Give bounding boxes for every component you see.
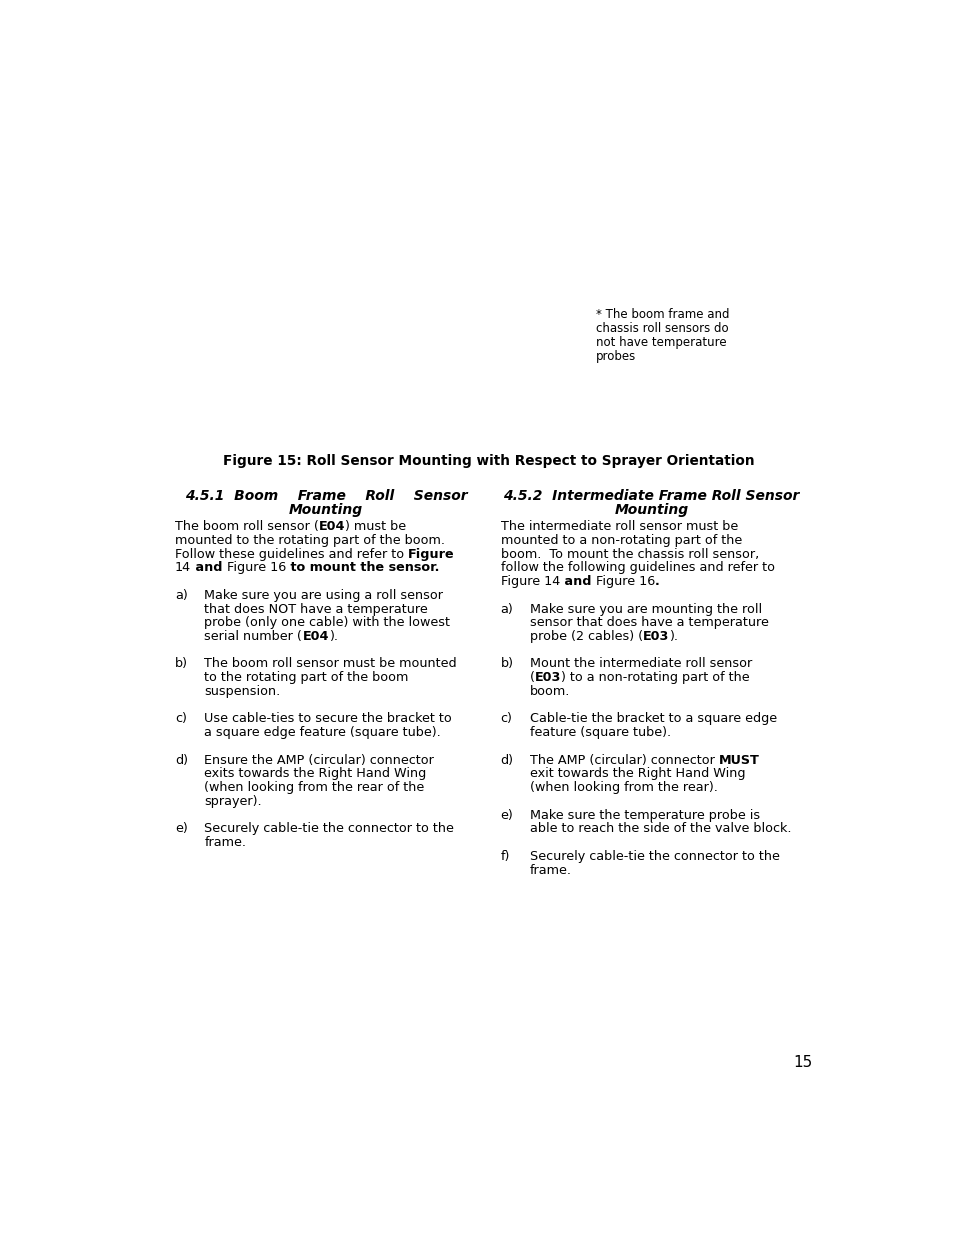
- Text: probes: probes: [596, 351, 636, 363]
- Text: 4.5.2  Intermediate Frame Roll Sensor: 4.5.2 Intermediate Frame Roll Sensor: [503, 489, 799, 504]
- Text: 14: 14: [174, 561, 191, 574]
- Text: Mounting: Mounting: [289, 503, 363, 517]
- Text: sprayer).: sprayer).: [204, 795, 262, 808]
- Text: Figure 15: Roll Sensor Mounting with Respect to Sprayer Orientation: Figure 15: Roll Sensor Mounting with Res…: [223, 454, 754, 468]
- Text: d): d): [174, 753, 188, 767]
- Text: frame.: frame.: [530, 863, 572, 877]
- Text: chassis roll sensors do: chassis roll sensors do: [596, 322, 728, 335]
- Text: MUST: MUST: [719, 753, 759, 767]
- Text: suspension.: suspension.: [204, 685, 280, 698]
- Text: Figure 16: Figure 16: [227, 561, 286, 574]
- Text: Mount the intermediate roll sensor: Mount the intermediate roll sensor: [530, 657, 752, 671]
- Text: mounted to a non-rotating part of the: mounted to a non-rotating part of the: [500, 534, 741, 547]
- Text: The intermediate roll sensor must be: The intermediate roll sensor must be: [500, 520, 737, 534]
- Text: Use cable-ties to secure the bracket to: Use cable-ties to secure the bracket to: [204, 713, 452, 725]
- Text: 4.5.1  Boom    Frame    Roll    Sensor: 4.5.1 Boom Frame Roll Sensor: [185, 489, 467, 504]
- Text: Securely cable-tie the connector to the: Securely cable-tie the connector to the: [530, 850, 779, 863]
- Text: to mount the sensor.: to mount the sensor.: [286, 561, 439, 574]
- Text: e): e): [500, 809, 513, 821]
- Text: Figure: Figure: [408, 547, 455, 561]
- Text: Make sure the temperature probe is: Make sure the temperature probe is: [530, 809, 760, 821]
- Text: ) must be: ) must be: [345, 520, 406, 534]
- Text: probe (2 cables) (: probe (2 cables) (: [530, 630, 642, 643]
- Text: (when looking from the rear).: (when looking from the rear).: [530, 782, 717, 794]
- Text: The AMP (circular) connector: The AMP (circular) connector: [530, 753, 719, 767]
- Text: frame.: frame.: [204, 836, 246, 850]
- Text: The boom roll sensor (: The boom roll sensor (: [174, 520, 318, 534]
- Text: f): f): [500, 850, 510, 863]
- Text: and: and: [559, 576, 596, 588]
- Text: a square edge feature (square tube).: a square edge feature (square tube).: [204, 726, 441, 740]
- Text: b): b): [500, 657, 513, 671]
- Text: probe (only one cable) with the lowest: probe (only one cable) with the lowest: [204, 616, 450, 629]
- Text: Mounting: Mounting: [614, 503, 688, 517]
- Text: that does NOT have a temperature: that does NOT have a temperature: [204, 603, 428, 615]
- Text: Cable-tie the bracket to a square edge: Cable-tie the bracket to a square edge: [530, 713, 777, 725]
- Text: exits towards the Right Hand Wing: exits towards the Right Hand Wing: [204, 767, 426, 781]
- Text: e): e): [174, 823, 188, 835]
- Text: d): d): [500, 753, 513, 767]
- Text: The boom roll sensor must be mounted: The boom roll sensor must be mounted: [204, 657, 456, 671]
- Text: Follow these guidelines and refer to: Follow these guidelines and refer to: [174, 547, 408, 561]
- Text: ).: ).: [669, 630, 678, 643]
- Text: 15: 15: [792, 1055, 812, 1070]
- Text: E04: E04: [318, 520, 345, 534]
- Text: boom.  To mount the chassis roll sensor,: boom. To mount the chassis roll sensor,: [500, 547, 758, 561]
- Text: Make sure you are using a roll sensor: Make sure you are using a roll sensor: [204, 589, 443, 601]
- Text: boom.: boom.: [530, 685, 570, 698]
- Text: able to reach the side of the valve block.: able to reach the side of the valve bloc…: [530, 823, 791, 835]
- Text: Figure 16: Figure 16: [596, 576, 655, 588]
- Text: a): a): [500, 603, 513, 615]
- Text: feature (square tube).: feature (square tube).: [530, 726, 670, 740]
- Text: c): c): [174, 713, 187, 725]
- Text: * The boom frame and: * The boom frame and: [596, 308, 729, 321]
- Text: E03: E03: [535, 671, 560, 684]
- Text: exit towards the Right Hand Wing: exit towards the Right Hand Wing: [530, 767, 744, 781]
- Text: follow the following guidelines and refer to: follow the following guidelines and refe…: [500, 561, 774, 574]
- Text: .: .: [655, 576, 659, 588]
- Text: not have temperature: not have temperature: [596, 336, 726, 350]
- Text: and: and: [191, 561, 227, 574]
- Text: serial number (: serial number (: [204, 630, 302, 643]
- Text: (: (: [530, 671, 535, 684]
- Text: ).: ).: [329, 630, 337, 643]
- Text: a): a): [174, 589, 188, 601]
- Text: c): c): [500, 713, 512, 725]
- Text: Make sure you are mounting the roll: Make sure you are mounting the roll: [530, 603, 761, 615]
- Text: mounted to the rotating part of the boom.: mounted to the rotating part of the boom…: [174, 534, 445, 547]
- Text: ) to a non-rotating part of the: ) to a non-rotating part of the: [560, 671, 749, 684]
- Text: Securely cable-tie the connector to the: Securely cable-tie the connector to the: [204, 823, 454, 835]
- Text: E03: E03: [642, 630, 669, 643]
- Text: (when looking from the rear of the: (when looking from the rear of the: [204, 782, 424, 794]
- Text: to the rotating part of the boom: to the rotating part of the boom: [204, 671, 409, 684]
- Text: Figure 14: Figure 14: [500, 576, 559, 588]
- Text: sensor that does have a temperature: sensor that does have a temperature: [530, 616, 768, 629]
- Text: Ensure the AMP (circular) connector: Ensure the AMP (circular) connector: [204, 753, 434, 767]
- Text: b): b): [174, 657, 188, 671]
- Text: E04: E04: [302, 630, 329, 643]
